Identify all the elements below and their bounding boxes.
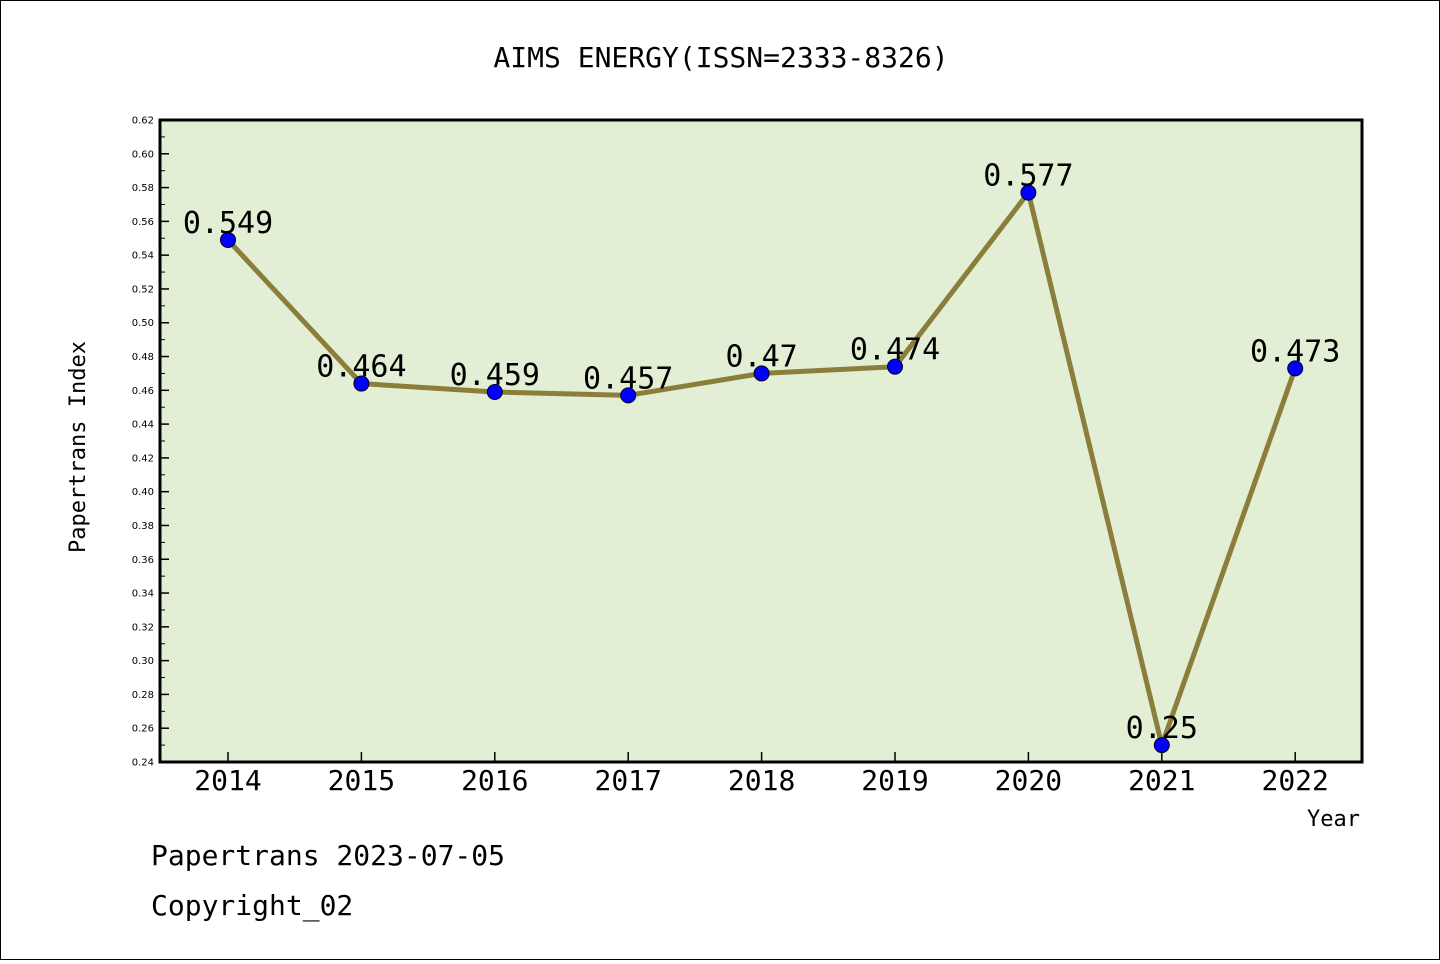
y-tick-label: 0.60 — [132, 149, 154, 160]
x-tick-label: 2014 — [194, 764, 261, 797]
y-tick-label: 0.48 — [132, 352, 154, 363]
series-layer — [220, 184, 1304, 754]
data-label: 0.457 — [583, 361, 673, 396]
data-point — [1153, 737, 1170, 754]
y-tick-label: 0.46 — [132, 386, 154, 397]
y-tick-label: 0.26 — [132, 724, 154, 735]
y-tick-label: 0.52 — [132, 284, 154, 295]
data-point — [1287, 360, 1304, 377]
x-tick-label: 2021 — [1128, 764, 1195, 797]
data-point — [753, 365, 770, 382]
x-tick-label: 2018 — [728, 764, 795, 797]
plot-area — [158, 118, 1364, 764]
y-axis-label: Papertrans Index — [66, 341, 91, 553]
x-tick-label: 2019 — [861, 764, 928, 797]
y-tick-label: 0.36 — [132, 555, 154, 566]
x-tick-label: 2017 — [594, 764, 661, 797]
data-label: 0.473 — [1250, 334, 1340, 369]
data-point — [887, 358, 903, 375]
y-tick-label: 0.56 — [132, 217, 154, 228]
data-label: 0.474 — [850, 333, 940, 368]
data-label: 0.577 — [983, 159, 1073, 194]
data-label-layer: 0.549 0.464 0.459 0.457 0.47 0.474 0.577 0.25 0.… — [183, 159, 1341, 746]
y-tick-label: 0.34 — [132, 589, 154, 600]
data-label: 0.459 — [450, 358, 540, 393]
y-tick-label: 0.30 — [132, 656, 154, 667]
data-point — [353, 375, 370, 392]
x-tick-label: 2015 — [328, 764, 395, 797]
y-tick-label: 0.50 — [132, 318, 154, 329]
data-point — [220, 231, 236, 248]
data-label: 0.47 — [725, 339, 797, 374]
x-tick-label: 2022 — [1261, 764, 1328, 797]
y-tick-label: 0.42 — [132, 453, 154, 464]
y-tick-label: 0.38 — [132, 521, 154, 532]
y-tick-label: 0.28 — [132, 690, 154, 701]
y-tick-label: 0.62 — [132, 116, 154, 127]
x-tick-label: 2020 — [995, 764, 1062, 797]
x-axis: 2014 2015 2016 2017 2018 2019 2020 2021 2022 — [194, 752, 1329, 797]
y-axis: 0.24 0.26 0.28 0.30 0.32 0.34 0.36 0.38 0.40 0.42… — [132, 116, 169, 769]
data-point — [1020, 184, 1037, 201]
data-label: 0.549 — [183, 206, 273, 241]
x-axis-label: Year — [1307, 807, 1360, 832]
y-tick-label: 0.32 — [132, 622, 154, 633]
y-tick-label: 0.54 — [132, 251, 154, 262]
x-tick-label: 2016 — [461, 764, 528, 797]
data-point — [486, 384, 503, 401]
y-tick-label: 0.44 — [132, 420, 154, 431]
data-label: 0.25 — [1126, 711, 1198, 746]
chart-title: AIMS ENERGY(ISSN=2333-8326) — [493, 41, 948, 74]
y-tick-label: 0.58 — [132, 183, 154, 194]
footer-date: Papertrans 2023-07-05 — [151, 839, 505, 872]
data-label: 0.464 — [316, 350, 406, 385]
data-point — [620, 387, 637, 404]
footer-copyright: Copyright_02 — [151, 889, 353, 923]
y-tick-label: 0.24 — [132, 758, 154, 769]
y-tick-label: 0.40 — [132, 487, 154, 498]
